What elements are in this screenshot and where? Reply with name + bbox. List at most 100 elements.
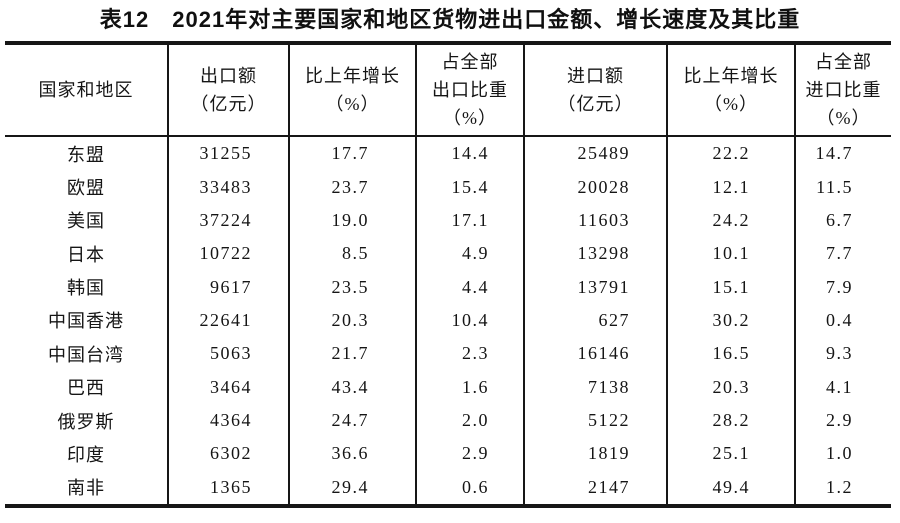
cell-export-value: 5063 <box>167 337 288 371</box>
cell-import-share: 6.7 <box>794 203 891 238</box>
col-header-export-growth: 比上年增长 （%） <box>288 45 415 135</box>
cell-import-growth: 25.1 <box>666 437 794 471</box>
cell-import-value: 25489 <box>523 137 666 171</box>
header-line: 比上年增长 <box>683 66 779 86</box>
cell-export-share: 4.4 <box>415 270 523 304</box>
cell-region: 东盟 <box>67 144 105 165</box>
table-row: 巴西 3464 43.4 1.6 7138 20.3 4.1 <box>5 370 891 404</box>
cell-import-value: 1819 <box>523 437 666 471</box>
cell-export-share: 14.4 <box>415 137 523 171</box>
cell-export-growth: 24.7 <box>288 403 415 438</box>
cell-region: 印度 <box>67 444 105 465</box>
cell-import-growth: 49.4 <box>666 470 794 504</box>
cell-import-growth: 16.5 <box>666 337 794 371</box>
cell-region: 韩国 <box>67 278 105 299</box>
cell-import-share: 7.7 <box>794 237 891 271</box>
header-line: 出口额 <box>200 66 257 86</box>
cell-region: 日本 <box>67 244 105 265</box>
header-line: 占全部 <box>815 52 872 72</box>
cell-export-value: 33483 <box>167 170 288 204</box>
cell-export-share: 2.3 <box>415 337 523 371</box>
cell-import-value: 13298 <box>523 237 666 271</box>
table-row: 日本 10722 8.5 4.9 13298 10.1 7.7 <box>5 237 891 271</box>
cell-region: 欧盟 <box>67 178 105 199</box>
cell-region: 巴西 <box>67 378 105 399</box>
cell-import-growth: 22.2 <box>666 137 794 171</box>
cell-export-share: 1.6 <box>415 370 523 404</box>
col-header-import-share: 占全部 进口比重 （%） <box>794 45 891 135</box>
cell-import-growth: 24.2 <box>666 203 794 238</box>
table-row: 中国台湾 5063 21.7 2.3 16146 16.5 9.3 <box>5 337 891 371</box>
cell-import-share: 4.1 <box>794 370 891 404</box>
header-line: （%） <box>816 108 871 128</box>
cell-export-growth: 17.7 <box>288 137 415 171</box>
header-line: 国家和地区 <box>38 80 134 100</box>
cell-import-value: 13791 <box>523 270 666 304</box>
cell-export-growth: 29.4 <box>288 470 415 504</box>
table-body: 东盟 31255 17.7 14.4 25489 22.2 14.7 欧盟 33… <box>5 137 891 504</box>
cell-export-value: 31255 <box>167 137 288 171</box>
cell-import-growth: 15.1 <box>666 270 794 304</box>
cell-region: 中国台湾 <box>48 344 124 365</box>
col-header-import-growth: 比上年增长 （%） <box>666 45 794 135</box>
cell-export-value: 6302 <box>167 437 288 471</box>
cell-import-value: 5122 <box>523 403 666 438</box>
header-line: 进口额 <box>567 66 624 86</box>
table-row: 南非 1365 29.4 0.6 2147 49.4 1.2 <box>5 470 891 504</box>
col-header-export-value: 出口额 （亿元） <box>167 45 288 135</box>
cell-import-growth: 28.2 <box>666 403 794 438</box>
cell-export-growth: 23.5 <box>288 270 415 304</box>
cell-export-growth: 23.7 <box>288 170 415 204</box>
cell-import-share: 2.9 <box>794 403 891 438</box>
cell-export-share: 2.0 <box>415 403 523 438</box>
cell-import-growth: 10.1 <box>666 237 794 271</box>
cell-import-growth: 20.3 <box>666 370 794 404</box>
cell-export-value: 37224 <box>167 203 288 238</box>
cell-import-share: 0.4 <box>794 303 891 338</box>
cell-export-growth: 43.4 <box>288 370 415 404</box>
cell-import-share: 1.0 <box>794 437 891 471</box>
cell-export-share: 2.9 <box>415 437 523 471</box>
cell-export-growth: 20.3 <box>288 303 415 338</box>
cell-region: 南非 <box>67 478 105 499</box>
cell-export-value: 22641 <box>167 303 288 338</box>
cell-export-value: 9617 <box>167 270 288 304</box>
cell-import-value: 20028 <box>523 170 666 204</box>
cell-export-share: 15.4 <box>415 170 523 204</box>
table-row: 韩国 9617 23.5 4.4 13791 15.1 7.9 <box>5 270 891 304</box>
cell-region: 俄罗斯 <box>57 411 115 432</box>
table-header-row: 国家和地区 出口额 （亿元） 比上年增长 （%） 占全部 出口比重 （%） 进口… <box>5 45 891 137</box>
cell-region: 中国香港 <box>48 311 124 332</box>
cell-import-share: 9.3 <box>794 337 891 371</box>
table-row: 欧盟 33483 23.7 15.4 20028 12.1 11.5 <box>5 170 891 204</box>
cell-export-share: 17.1 <box>415 203 523 238</box>
cell-import-growth: 12.1 <box>666 170 794 204</box>
header-line: （%） <box>704 94 758 114</box>
table-row: 东盟 31255 17.7 14.4 25489 22.2 14.7 <box>5 137 891 171</box>
header-line: （%） <box>443 108 497 128</box>
header-line: 进口比重 <box>805 80 882 100</box>
cell-import-value: 627 <box>523 303 666 338</box>
stat-table: 国家和地区 出口额 （亿元） 比上年增长 （%） 占全部 出口比重 （%） 进口… <box>5 41 891 508</box>
cell-import-value: 7138 <box>523 370 666 404</box>
cell-import-share: 14.7 <box>794 137 891 171</box>
header-line: 占全部 <box>441 52 499 72</box>
cell-region: 美国 <box>67 211 105 232</box>
col-header-import-value: 进口额 （亿元） <box>523 45 666 135</box>
cell-export-share: 0.6 <box>415 470 523 504</box>
cell-export-growth: 19.0 <box>288 203 415 238</box>
cell-export-growth: 21.7 <box>288 337 415 371</box>
cell-import-share: 7.9 <box>794 270 891 304</box>
cell-import-growth: 30.2 <box>666 303 794 338</box>
col-header-region: 国家和地区 <box>5 45 167 135</box>
cell-import-value: 2147 <box>523 470 666 504</box>
cell-export-value: 4364 <box>167 403 288 438</box>
cell-export-value: 3464 <box>167 370 288 404</box>
cell-export-share: 4.9 <box>415 237 523 271</box>
cell-import-value: 11603 <box>523 203 666 238</box>
table-row: 俄罗斯 4364 24.7 2.0 5122 28.2 2.9 <box>5 403 891 438</box>
header-line: 出口比重 <box>432 80 508 100</box>
cell-export-growth: 36.6 <box>288 437 415 471</box>
table-row: 美国 37224 19.0 17.1 11603 24.2 6.7 <box>5 203 891 238</box>
